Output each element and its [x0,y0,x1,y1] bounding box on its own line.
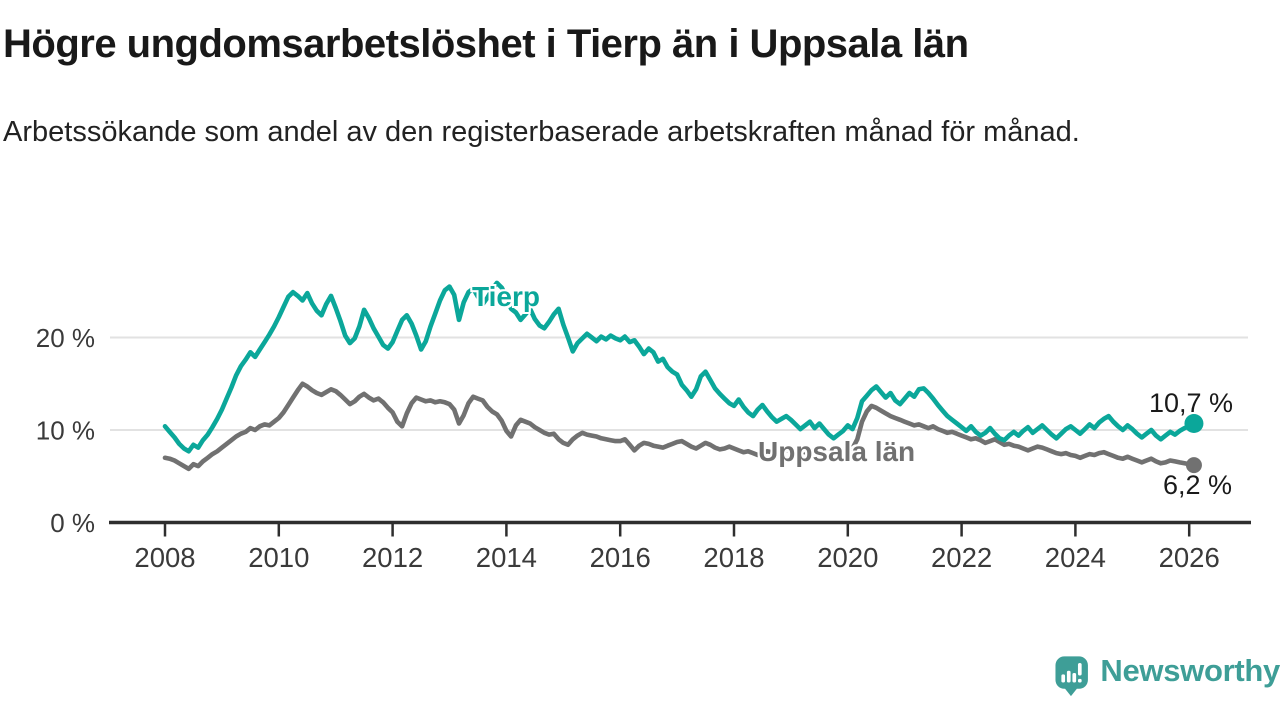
page-title: Högre ungdomsarbetslöshet i Tierp än i U… [3,22,969,66]
end-dot-tierp [1184,414,1204,434]
newsworthy-logo[interactable]: Newsworthy [1054,648,1280,710]
y-axis-tick-label: 20 % [36,323,95,353]
series-label-tierp: Tierp [472,281,540,312]
x-axis-tick-label: 2008 [134,542,195,573]
x-axis-tick-label: 2010 [248,542,309,573]
x-axis-tick-label: 2026 [1159,542,1220,573]
end-dot-uppsala-län [1185,457,1202,474]
x-axis-tick-label: 2020 [817,542,878,573]
x-axis-tick-label: 2022 [931,542,992,573]
series-line-tierp [162,280,1197,454]
x-axis-tick-label: 2016 [590,542,651,573]
y-axis-tick-label: 0 % [50,508,95,538]
end-value-label-tierp: 10,7 % [1148,388,1233,418]
x-axis-tick-label: 2014 [476,542,537,573]
y-axis-tick-label: 10 % [36,416,95,446]
newsworthy-logo-text: Newsworthy [1100,653,1280,688]
x-axis-tick-label: 2012 [362,542,423,573]
x-axis-tick-label: 2018 [703,542,764,573]
series-label-uppsala: Uppsala län [758,436,916,467]
end-value-label-uppsala: 6,2 % [1163,470,1233,500]
chart-subtitle: Arbetssökande som andel av den registerb… [3,116,1080,148]
series-line-uppsala-län [162,381,1197,472]
x-axis-tick-label: 2024 [1045,542,1106,573]
newsworthy-logo-icon [1055,656,1088,697]
